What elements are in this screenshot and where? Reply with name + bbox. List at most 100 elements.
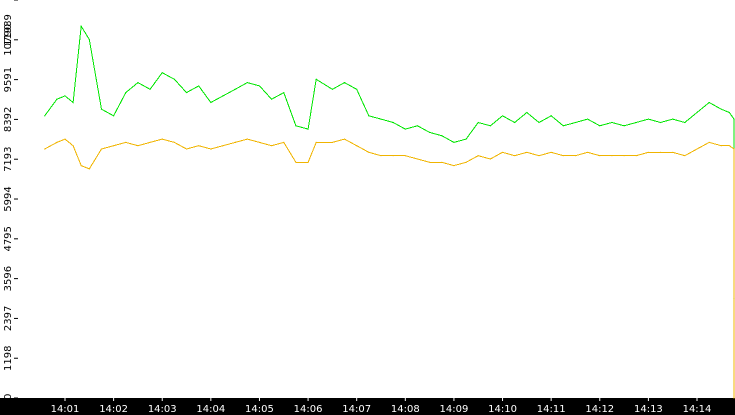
series-1-point xyxy=(295,125,297,127)
x-tick-label: 14:11 xyxy=(537,404,566,415)
y-tick-label: 3596 xyxy=(3,266,14,291)
series-1-point xyxy=(271,98,273,100)
series-2-point xyxy=(88,168,90,170)
series-1-point xyxy=(185,91,188,94)
series-1-point xyxy=(72,101,74,104)
series-1-point xyxy=(733,118,735,120)
series-1-point xyxy=(550,115,552,117)
x-tick-label: 14:14 xyxy=(683,404,712,415)
series-2-point xyxy=(222,145,224,147)
y-tick-label: 9591 xyxy=(3,67,14,92)
series-2-point xyxy=(246,138,248,140)
series-2-point xyxy=(198,145,200,147)
series-2-point xyxy=(538,155,540,157)
series-1-point xyxy=(56,98,58,100)
series-2-point xyxy=(526,151,528,153)
x-tick-label: 14:13 xyxy=(634,404,663,415)
series-1-point xyxy=(246,82,248,84)
x-tick-label: 14:09 xyxy=(440,404,469,415)
series-2-point xyxy=(185,148,188,150)
series-1-point xyxy=(477,121,479,124)
series-2-point xyxy=(599,155,601,157)
series-2-point xyxy=(356,145,358,147)
series-2-point xyxy=(392,155,394,157)
y-tick-label: 2397 xyxy=(3,306,14,331)
series-1-point xyxy=(88,38,90,41)
series-2-point xyxy=(728,145,731,147)
series-1-point xyxy=(392,121,394,124)
series-2-point xyxy=(125,141,127,143)
series-1-point xyxy=(404,128,406,130)
series-1-point xyxy=(623,125,625,127)
series-2-point xyxy=(574,155,577,157)
series-1-point xyxy=(113,115,115,117)
series-1-point xyxy=(64,95,66,97)
x-axis-band xyxy=(0,398,735,415)
series-2-point xyxy=(380,155,382,157)
series-2-point xyxy=(477,155,479,157)
series-2-point xyxy=(72,145,74,147)
series-1-point xyxy=(587,118,589,120)
y-tick-label: 8392 xyxy=(3,107,14,132)
series-1-point xyxy=(574,121,577,124)
series-2-point xyxy=(283,141,285,143)
series-2-point xyxy=(113,145,115,147)
series-2-point xyxy=(623,155,625,157)
y-tick-label: 4795 xyxy=(3,226,14,251)
series-1-point xyxy=(173,78,175,80)
y-tick-label: 5994 xyxy=(3,186,14,211)
series-2-point xyxy=(733,148,735,150)
y-tick-label: 10790 xyxy=(3,24,14,56)
series-1-point xyxy=(720,108,722,110)
series-1-point xyxy=(258,85,261,87)
x-tick-label: 14:04 xyxy=(196,404,225,415)
series-layer xyxy=(44,24,735,399)
series-2-point xyxy=(315,141,317,143)
series-2-point xyxy=(611,155,613,157)
series-1-point xyxy=(684,121,686,124)
series-2-point xyxy=(720,145,722,147)
series-1-point xyxy=(222,95,224,97)
series-2-point xyxy=(708,141,710,143)
x-axis: 14:01 14:02 14:03 14:04 14:05 14:06 14:07 14:08… xyxy=(51,398,712,415)
series-1-point xyxy=(562,125,564,127)
series-2-point xyxy=(295,161,297,163)
series-1-point xyxy=(234,88,236,90)
series-1-point xyxy=(331,88,333,90)
series-2-point xyxy=(501,151,504,153)
series-2-point xyxy=(161,138,163,140)
x-tick-label: 14:02 xyxy=(99,404,128,415)
series-2-point xyxy=(453,165,455,167)
x-tick-label: 14:01 xyxy=(51,404,80,415)
series-1-point xyxy=(441,135,443,137)
series-1-point xyxy=(672,118,674,120)
series-2-point xyxy=(550,151,552,153)
series-2-point xyxy=(514,155,516,157)
series-2-point xyxy=(331,141,333,143)
series-1-point xyxy=(429,131,431,134)
y-axis: 0 1198 2397 3596 4795 5994 7193 8392 9591 1079011… xyxy=(3,0,18,400)
series-1-point xyxy=(538,121,540,124)
series-2-point xyxy=(416,158,419,160)
series-1-point xyxy=(611,121,613,124)
series-2-point xyxy=(64,138,66,140)
series-1-point xyxy=(356,88,358,90)
series-1-point xyxy=(100,108,103,110)
series-1-point xyxy=(659,121,662,124)
y-tick-label: 11989 xyxy=(3,14,14,46)
series-1-point xyxy=(599,125,601,127)
x-tick-label: 14:08 xyxy=(391,404,420,415)
series-1-point xyxy=(635,121,637,124)
y-tick-label: 1198 xyxy=(3,346,14,371)
series-1-point xyxy=(708,101,710,104)
series-2-point xyxy=(173,141,175,143)
y-tick-label: 0 xyxy=(3,394,14,400)
series-2-point xyxy=(429,161,431,163)
series-1-point xyxy=(343,82,346,84)
x-tick-label: 14:07 xyxy=(342,404,371,415)
series-2-point xyxy=(80,165,82,167)
series-2-point xyxy=(368,151,370,153)
x-tick-label: 14:06 xyxy=(294,404,323,415)
